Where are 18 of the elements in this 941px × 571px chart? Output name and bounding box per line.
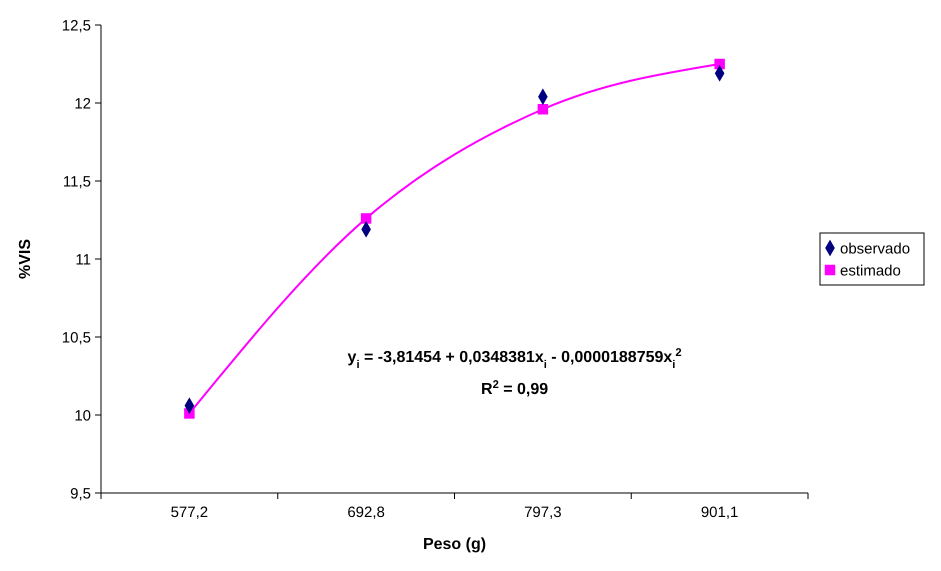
x-tick-label: 901,1 — [700, 504, 738, 521]
x-tick-label: 692,8 — [347, 504, 385, 521]
x-axis-title: Peso (g) — [422, 536, 486, 553]
y-axis-title: %VIS — [17, 238, 34, 280]
point — [360, 213, 372, 224]
y-tick-label: 12 — [74, 95, 91, 112]
y-tick-label: 11,5 — [62, 173, 91, 190]
y-tick-label: 12,5 — [62, 17, 91, 34]
y-tick-label: 9,5 — [70, 485, 91, 502]
y-tick-label: 10 — [74, 407, 91, 424]
legend-label: estimado — [840, 262, 901, 280]
x-tick-label: 577,2 — [170, 504, 208, 521]
x-tick-label: 797,3 — [524, 504, 562, 521]
y-tick-label: 11 — [75, 251, 91, 268]
legend-label: observado — [840, 240, 910, 258]
y-tick-label: 10,5 — [62, 329, 91, 346]
annotation: R$^{2}$ = 0,99 — [481, 378, 548, 398]
point — [538, 104, 548, 114]
